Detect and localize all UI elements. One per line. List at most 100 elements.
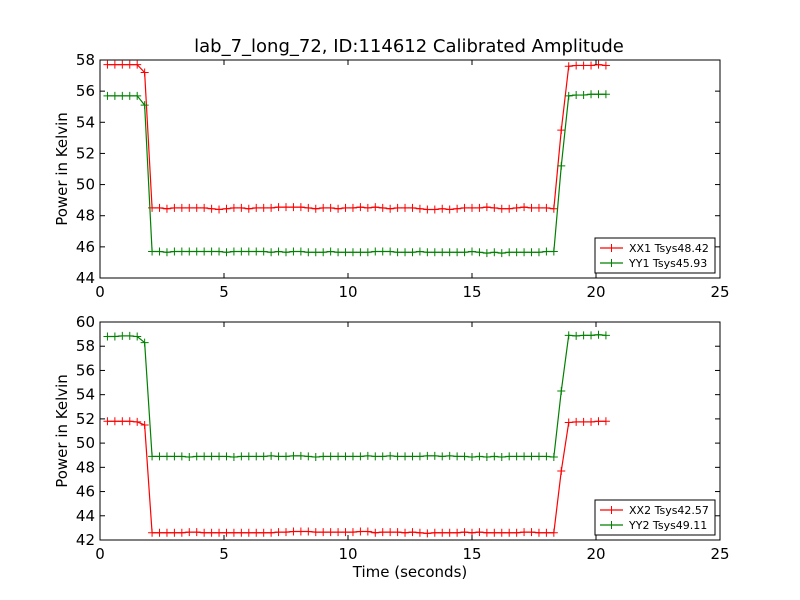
data-point-1-1-11 [185, 453, 194, 462]
data-point-1-0-61 [557, 466, 566, 475]
data-point-0-0-11 [185, 203, 194, 212]
data-point-1-1-14 [207, 452, 216, 461]
data-point-1-1-62 [564, 331, 573, 340]
data-point-1-1-34 [356, 452, 365, 461]
data-point-0-0-50 [475, 203, 484, 212]
data-point-1-1-30 [326, 452, 335, 461]
data-point-1-0-20 [252, 528, 261, 537]
y-axis-label-0: Power in Kelvin [53, 112, 71, 226]
data-point-0-1-44 [430, 248, 439, 257]
data-point-0-1-22 [267, 248, 276, 257]
data-point-1-1-59 [542, 452, 551, 461]
data-point-1-0-59 [542, 528, 551, 537]
data-point-0-1-25 [289, 247, 298, 256]
data-point-0-0-30 [326, 203, 335, 212]
data-point-1-1-43 [423, 451, 432, 460]
data-point-1-1-2 [118, 331, 127, 340]
x-tick-label-1-3: 15 [462, 545, 481, 563]
x-tick-label-1-5: 25 [710, 545, 729, 563]
data-point-0-1-61 [557, 161, 566, 170]
data-point-1-0-9 [170, 528, 179, 537]
data-point-0-0-60 [549, 204, 558, 213]
data-point-1-1-8 [162, 452, 171, 461]
data-point-0-1-30 [326, 247, 335, 256]
y-tick-label-1-8: 58 [76, 337, 95, 355]
data-point-0-0-52 [490, 203, 499, 212]
legend-label-0-0: XX1 Tsys48.42 [629, 242, 709, 255]
data-point-0-1-13 [200, 247, 209, 256]
data-point-0-0-25 [289, 203, 298, 212]
data-point-0-1-53 [497, 249, 506, 258]
legend-label-0-1: YY1 Tsys45.93 [628, 257, 707, 270]
data-point-1-1-60 [549, 453, 558, 462]
data-point-1-0-51 [482, 528, 491, 537]
bottom-subplot: 0 5 10 15 20 25 42 44 46 48 50 52 54 56 58 60 Power in K… [53, 313, 730, 581]
data-point-0-0-63 [572, 61, 581, 70]
data-point-0-0-12 [192, 203, 201, 212]
data-point-0-1-46 [445, 248, 454, 257]
data-point-1-1-16 [222, 452, 231, 461]
data-point-0-1-47 [453, 248, 462, 257]
y-tick-label-0-7: 58 [76, 51, 95, 69]
data-point-1-1-12 [192, 452, 201, 461]
legend-box-0 [594, 237, 716, 274]
data-point-0-1-14 [207, 247, 216, 256]
data-point-0-0-26 [296, 203, 305, 212]
data-point-0-0-17 [229, 203, 238, 212]
x-tick-label-0-5: 25 [710, 283, 729, 301]
data-point-1-1-0 [103, 332, 112, 341]
data-point-1-1-57 [527, 452, 536, 461]
y-tick-label-1-7: 56 [76, 361, 95, 379]
y-tick-label-1-5: 52 [76, 410, 95, 428]
data-point-1-0-30 [326, 528, 335, 537]
data-point-0-0-10 [177, 203, 186, 212]
data-point-0-1-65 [587, 90, 596, 99]
data-point-1-1-44 [430, 451, 439, 460]
data-point-0-1-49 [468, 247, 476, 256]
data-point-0-1-24 [282, 248, 290, 257]
data-point-1-0-31 [334, 528, 343, 537]
data-point-0-0-5 [140, 68, 149, 77]
data-point-0-1-31 [334, 248, 343, 257]
data-point-0-1-54 [505, 248, 514, 257]
data-point-1-1-58 [534, 452, 543, 461]
data-point-1-1-25 [289, 451, 298, 460]
data-point-1-0-16 [222, 528, 231, 537]
data-point-0-0-44 [430, 205, 439, 214]
y-tick-label-1-1: 44 [76, 507, 95, 525]
data-point-1-0-38 [386, 528, 395, 537]
data-point-1-1-10 [177, 452, 186, 461]
data-point-0-1-1 [110, 91, 119, 100]
data-point-0-1-41 [408, 248, 417, 257]
data-point-1-0-66 [594, 417, 603, 426]
data-point-1-0-37 [378, 528, 387, 537]
data-point-0-0-16 [222, 204, 231, 213]
data-point-0-0-47 [453, 204, 462, 213]
data-point-1-0-0 [103, 417, 112, 426]
data-point-0-1-55 [512, 248, 521, 257]
data-point-1-0-65 [587, 417, 596, 426]
data-point-0-0-21 [259, 203, 268, 212]
data-point-0-0-8 [162, 204, 171, 213]
data-point-0-0-57 [527, 203, 536, 212]
data-point-1-0-55 [512, 528, 521, 537]
data-point-1-0-3 [125, 417, 134, 426]
axes-frame-1 [99, 321, 721, 541]
data-point-0-1-12 [192, 247, 201, 256]
data-point-1-0-32 [341, 528, 350, 537]
data-point-1-1-18 [237, 452, 246, 461]
data-point-1-0-60 [549, 528, 558, 537]
data-point-0-0-2 [118, 60, 127, 69]
data-point-0-1-2 [118, 91, 127, 100]
data-point-1-1-52 [490, 452, 499, 461]
data-point-0-0-46 [445, 205, 454, 214]
data-point-0-1-58 [534, 248, 543, 257]
data-point-0-1-42 [415, 247, 424, 256]
data-point-1-1-65 [587, 331, 596, 340]
data-point-0-0-58 [534, 203, 543, 212]
data-point-0-0-18 [237, 203, 246, 212]
data-point-1-0-15 [215, 528, 224, 537]
data-point-0-1-3 [125, 91, 134, 100]
data-point-0-1-59 [542, 247, 551, 256]
